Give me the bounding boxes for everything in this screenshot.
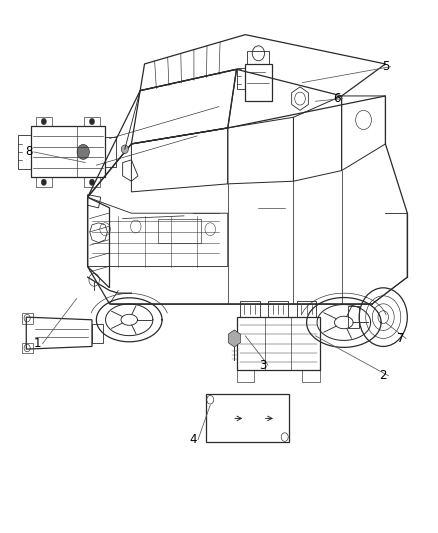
Bar: [22, 313, 33, 324]
Bar: [237, 370, 254, 382]
Circle shape: [89, 118, 95, 125]
Bar: [92, 324, 103, 343]
Bar: [105, 137, 116, 167]
Bar: [18, 135, 31, 169]
Bar: [36, 117, 52, 126]
Text: 8: 8: [25, 146, 32, 158]
Bar: [237, 317, 320, 370]
Text: 7: 7: [397, 332, 405, 345]
Bar: [237, 68, 245, 89]
Circle shape: [77, 144, 89, 159]
Text: 2: 2: [379, 369, 387, 382]
Bar: [268, 301, 288, 317]
Text: 6: 6: [333, 92, 341, 105]
Bar: [158, 219, 201, 243]
Circle shape: [121, 145, 128, 154]
Bar: [206, 394, 289, 442]
Text: 5: 5: [382, 60, 389, 73]
Bar: [240, 301, 259, 317]
Text: 4: 4: [189, 433, 197, 446]
Bar: [348, 306, 359, 328]
Bar: [302, 370, 320, 382]
Bar: [84, 177, 100, 187]
Bar: [84, 117, 100, 126]
Circle shape: [41, 179, 46, 185]
Text: 3: 3: [259, 359, 266, 372]
Bar: [31, 126, 105, 177]
Bar: [22, 343, 33, 353]
Circle shape: [89, 179, 95, 185]
Text: 1: 1: [33, 337, 41, 350]
Bar: [297, 301, 316, 317]
Circle shape: [41, 118, 46, 125]
Bar: [36, 177, 52, 187]
Polygon shape: [228, 330, 240, 347]
